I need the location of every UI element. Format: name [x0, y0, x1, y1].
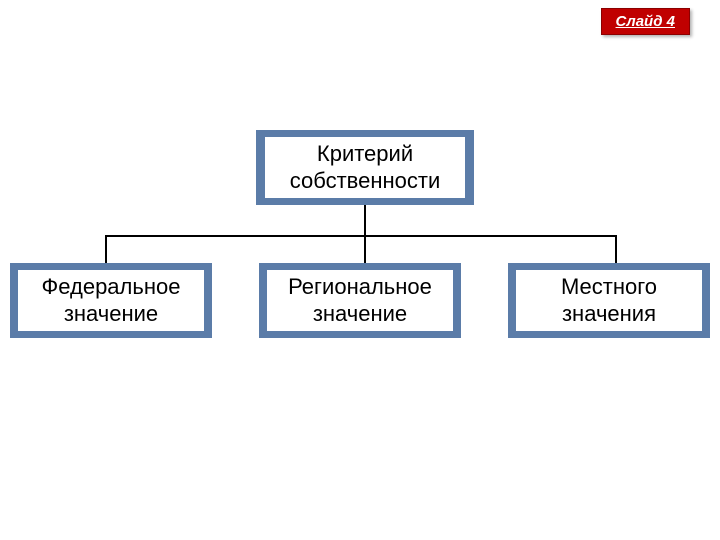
root-node: Критерий собственности [256, 130, 474, 205]
slide-number-label: Слайд 4 [616, 13, 675, 30]
child-node-regional: Региональное значение [259, 263, 461, 338]
child-node-label: Федеральное значение [18, 270, 204, 331]
connector-vertical-middle [364, 235, 366, 263]
child-node-local: Местного значения [508, 263, 710, 338]
connector-vertical-left [105, 235, 107, 263]
slide-number-badge: Слайд 4 [601, 8, 690, 35]
child-node-federal: Федеральное значение [10, 263, 212, 338]
child-node-label: Местного значения [516, 270, 702, 331]
root-node-label: Критерий собственности [265, 137, 465, 198]
connector-vertical-right [615, 235, 617, 263]
connector-horizontal [105, 235, 617, 237]
children-row: Федеральное значение Региональное значен… [10, 263, 710, 338]
connector-vertical-top [364, 205, 366, 235]
child-node-label: Региональное значение [267, 270, 453, 331]
